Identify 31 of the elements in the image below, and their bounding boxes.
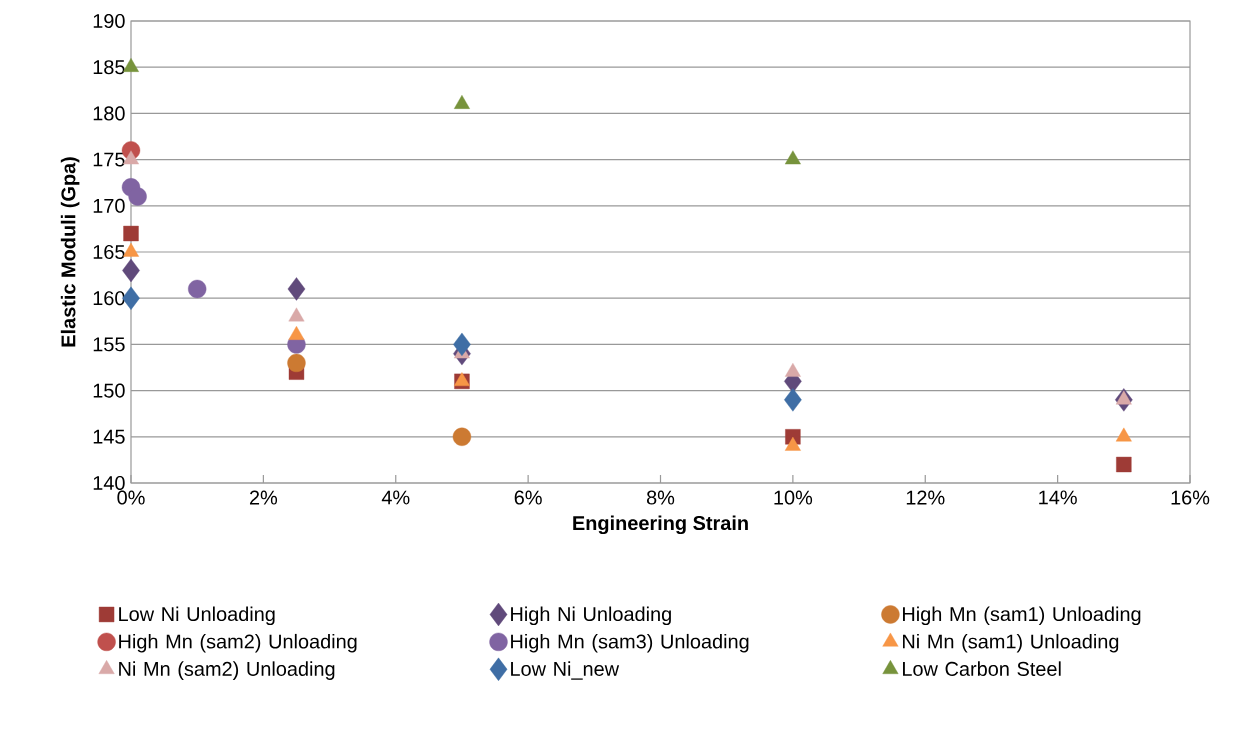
legend-label: Low Ni Unloading: [119, 606, 275, 626]
y-tick-label: 160: [93, 291, 125, 306]
legend-label: Ni Mn (sam2) Unloading: [119, 661, 335, 680]
y-tick-label: 170: [93, 198, 125, 213]
x-tick-label: 0%: [117, 490, 145, 505]
y-tick-label: 155: [93, 337, 125, 352]
x-tick-label: 4%: [381, 490, 410, 505]
y-tick-label: 190: [93, 13, 125, 29]
x-axis-title: Engineering Strain: [573, 515, 748, 535]
legend-label: Low Ni_new: [511, 661, 620, 680]
legend-label: Ni Mn (sam1) Unloading: [903, 633, 1119, 653]
y-tick-label: 175: [93, 152, 125, 167]
y-tick-label: 140: [93, 475, 125, 491]
y-tick-label: 165: [93, 244, 125, 260]
x-tick-label: 2%: [249, 490, 278, 505]
x-tick-label: 16%: [1171, 490, 1210, 505]
legend-label: High Mn (sam3) Unloading: [511, 633, 749, 653]
x-tick-label: 8%: [646, 490, 675, 505]
x-tick-label: 12%: [906, 490, 945, 505]
legend-label: High Ni Unloading: [511, 606, 671, 626]
x-tick-label: 6%: [514, 490, 542, 505]
legend-label: High Mn (sam1) Unloading: [903, 606, 1141, 626]
y-tick-label: 150: [93, 383, 125, 398]
x-tick-label: 14%: [1039, 490, 1077, 505]
y-tick-label: 145: [93, 429, 125, 444]
x-tick-label: 10%: [774, 490, 813, 505]
legend-label: Low Carbon Steel: [903, 661, 1061, 676]
legend-label: High Mn (sam2) Unloading: [119, 633, 357, 653]
y-tick-label: 180: [93, 106, 125, 121]
y-axis-title: Elastic Moduli (Gpa): [60, 157, 80, 347]
y-tick-label: 185: [93, 60, 125, 75]
